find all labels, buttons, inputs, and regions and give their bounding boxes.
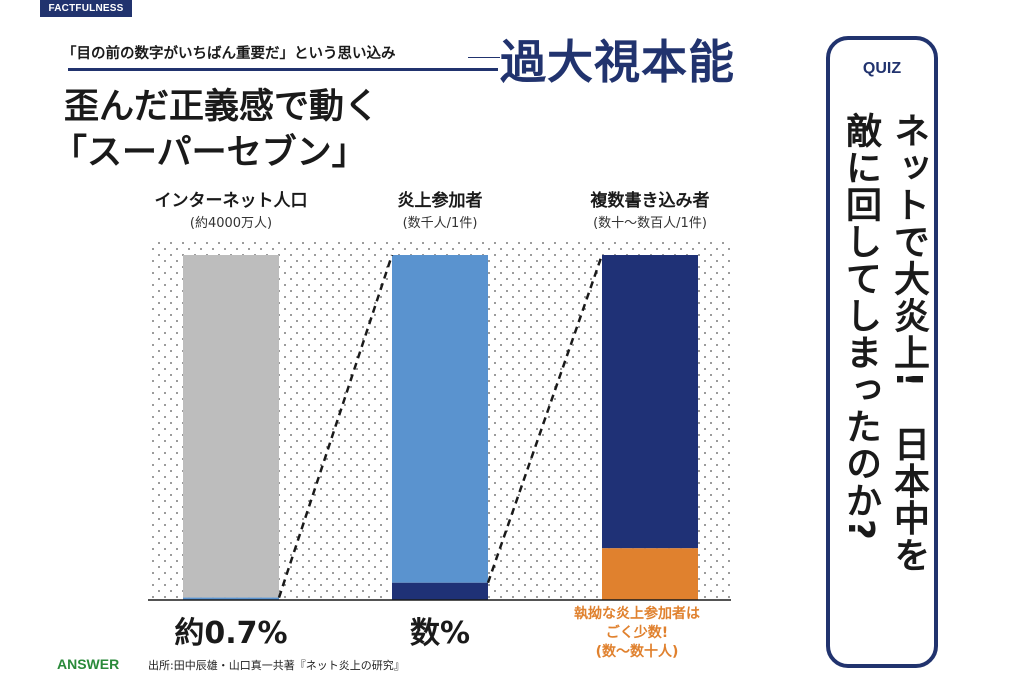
category-note-0: (約4000万人) (189, 216, 273, 231)
source-note: 出所:田中辰雄・山口真一共著『ネット炎上の研究』 (148, 659, 405, 672)
bar-2-rest (602, 255, 698, 549)
annotation-line: (数〜数十人) (595, 644, 679, 660)
factfulness-tag: FACTFULNESS (40, 0, 132, 17)
quiz-text-col2: 敵に回してしまったのか? (840, 112, 881, 541)
connector-line-0 (277, 254, 394, 598)
bar-1-rest (392, 255, 488, 583)
title-rule (68, 68, 498, 71)
data-label-1: 数% (409, 616, 471, 651)
category-note-2: (数十〜数百人/1件) (593, 216, 707, 231)
headline-line1: 歪んだ正義感で動く (64, 86, 380, 127)
data-label-0: 約0.7% (174, 616, 288, 651)
connector-line-1 (486, 254, 604, 584)
category-label-0: インターネット人口 (154, 191, 308, 211)
annotation-line: 執拗な炎上参加者は (574, 606, 700, 622)
annotation-line: ごく少数! (605, 625, 669, 641)
bar-2-highlight (602, 548, 698, 600)
chart (148, 240, 731, 601)
main-title: 過大視本能 (500, 35, 735, 89)
title-rule-thin (468, 57, 500, 58)
quiz-label: QUIZ (862, 60, 902, 77)
bar-0-rest (183, 255, 279, 598)
bar-1-highlight (392, 582, 488, 600)
category-note-1: (数千人/1件) (402, 216, 478, 231)
quiz-text-col1: ネットで大炎上! 日本中を (888, 112, 929, 574)
annotation-note: 執拗な炎上参加者は ごく少数! (数〜数十人) (552, 605, 722, 662)
category-label-1: 炎上参加者 (397, 191, 483, 211)
quiz-panel: QUIZ ネットで大炎上! 日本中を 敵に回してしまったのか? (826, 36, 938, 668)
answer-label: ANSWER (57, 656, 120, 672)
category-label-2: 複数書き込み者 (590, 191, 710, 211)
headline-line2: 「スーパーセブン」 (52, 132, 367, 173)
subtitle: 「目の前の数字がいちばん重要だ」という思い込み (62, 46, 396, 62)
bar-0-highlight (183, 597, 279, 600)
